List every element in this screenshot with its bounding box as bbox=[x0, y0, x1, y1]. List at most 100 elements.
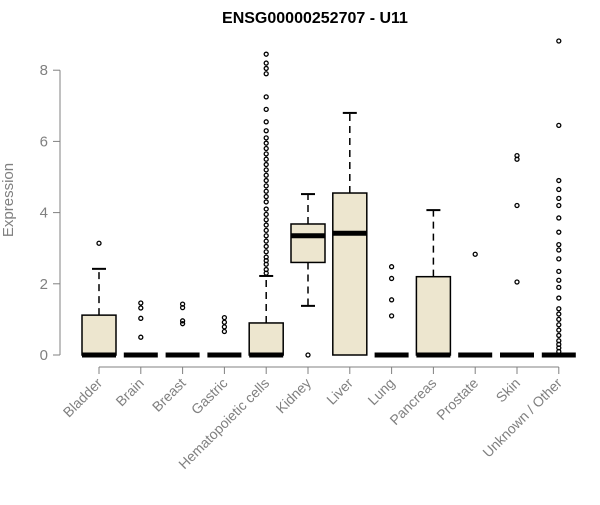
outlier-point bbox=[514, 279, 520, 285]
outlier-point bbox=[263, 156, 269, 162]
outlier-point bbox=[556, 268, 562, 274]
outlier-point bbox=[263, 71, 269, 77]
outlier-point bbox=[221, 319, 228, 325]
outlier-point bbox=[263, 65, 269, 72]
box-body bbox=[332, 192, 368, 356]
box-prostate bbox=[458, 251, 493, 358]
outlier-point bbox=[138, 315, 144, 321]
box-bladder bbox=[81, 240, 117, 358]
outlier-point bbox=[263, 167, 269, 173]
outlier-point bbox=[263, 199, 269, 205]
outlier-point bbox=[179, 321, 186, 327]
outlier-point bbox=[263, 172, 269, 178]
outlier-point bbox=[263, 145, 269, 152]
outlier-point bbox=[263, 233, 269, 239]
outlier-point bbox=[221, 324, 228, 330]
outlier-point bbox=[556, 338, 562, 344]
outlier-point bbox=[263, 94, 269, 100]
outlier-point bbox=[556, 306, 562, 312]
box-body bbox=[248, 322, 284, 356]
box-liver bbox=[332, 111, 368, 356]
outlier-point bbox=[556, 38, 562, 44]
outlier-point bbox=[263, 217, 269, 223]
chart-title: ENSG00000252707 - U11 bbox=[222, 10, 408, 27]
outlier-point bbox=[556, 229, 562, 235]
box-unknown-other bbox=[541, 38, 576, 358]
y-tick-label: 8 bbox=[40, 62, 48, 79]
y-tick-label: 4 bbox=[40, 205, 48, 222]
outlier-point bbox=[263, 60, 269, 66]
outlier-point bbox=[138, 305, 144, 311]
outlier-point bbox=[556, 327, 562, 333]
outlier-point bbox=[179, 318, 186, 324]
outlier-point bbox=[263, 266, 269, 273]
box-breast bbox=[165, 301, 200, 358]
outlier-point bbox=[514, 202, 520, 209]
box-hematopoietic-cells bbox=[248, 51, 284, 358]
outlier-point bbox=[221, 314, 228, 321]
x-tick-label: Lung bbox=[364, 375, 397, 408]
outlier-point bbox=[263, 188, 269, 194]
x-tick-label: Skin bbox=[493, 375, 524, 406]
x-tick-label: Brain bbox=[112, 375, 146, 409]
outlier-point bbox=[263, 222, 269, 228]
outlier-point bbox=[556, 311, 562, 317]
outlier-point bbox=[388, 313, 395, 319]
box-gastric bbox=[207, 314, 242, 358]
outlier-point bbox=[263, 227, 269, 234]
outlier-point bbox=[388, 297, 395, 303]
outlier-point bbox=[556, 186, 562, 193]
outlier-point bbox=[556, 215, 562, 221]
outlier-point bbox=[556, 195, 562, 202]
x-tick-label: Bladder bbox=[60, 375, 106, 421]
outlier-point bbox=[263, 249, 269, 255]
outlier-point bbox=[472, 251, 478, 257]
outlier-point bbox=[263, 238, 269, 244]
box-brain bbox=[123, 300, 158, 358]
x-tick-label: Prostate bbox=[433, 375, 481, 423]
outlier-point bbox=[388, 275, 395, 282]
outlier-point bbox=[263, 254, 269, 260]
outlier-point bbox=[556, 247, 562, 253]
outlier-point bbox=[556, 295, 562, 301]
outlier-point bbox=[514, 152, 520, 159]
box-body bbox=[415, 275, 452, 356]
outlier-point bbox=[556, 256, 562, 262]
outlier-point bbox=[263, 211, 269, 218]
outlier-point bbox=[556, 332, 562, 339]
outlier-point bbox=[138, 334, 144, 340]
outlier-point bbox=[305, 352, 311, 358]
outlier-point bbox=[96, 240, 102, 246]
outlier-point bbox=[263, 177, 269, 184]
outlier-point bbox=[263, 161, 269, 168]
outlier-point bbox=[263, 106, 269, 113]
x-tick-label: Liver bbox=[323, 375, 356, 408]
outlier-point bbox=[556, 122, 562, 129]
outlier-point bbox=[263, 206, 269, 212]
outlier-point bbox=[263, 151, 269, 157]
y-tick-label: 6 bbox=[40, 133, 48, 150]
y-axis-label: Expression bbox=[0, 163, 17, 237]
outlier-point bbox=[556, 284, 562, 291]
outlier-point bbox=[263, 128, 269, 134]
outlier-point bbox=[263, 183, 269, 189]
outlier-point bbox=[263, 135, 269, 141]
x-tick-label: Unknown / Other bbox=[479, 375, 565, 461]
outlier-point bbox=[556, 202, 562, 209]
x-tick-label: Breast bbox=[149, 375, 189, 415]
outlier-point bbox=[556, 322, 562, 328]
outlier-point bbox=[388, 264, 395, 270]
outlier-point bbox=[263, 243, 269, 250]
outlier-point bbox=[263, 193, 269, 200]
outlier-point bbox=[263, 51, 269, 57]
box-pancreas bbox=[415, 209, 452, 358]
box-skin bbox=[500, 152, 534, 358]
box-lung bbox=[374, 264, 409, 358]
outlier-point bbox=[179, 301, 186, 307]
outlier-point bbox=[556, 241, 562, 248]
y-tick-label: 2 bbox=[40, 276, 48, 293]
x-tick-label: Kidney bbox=[273, 375, 315, 417]
